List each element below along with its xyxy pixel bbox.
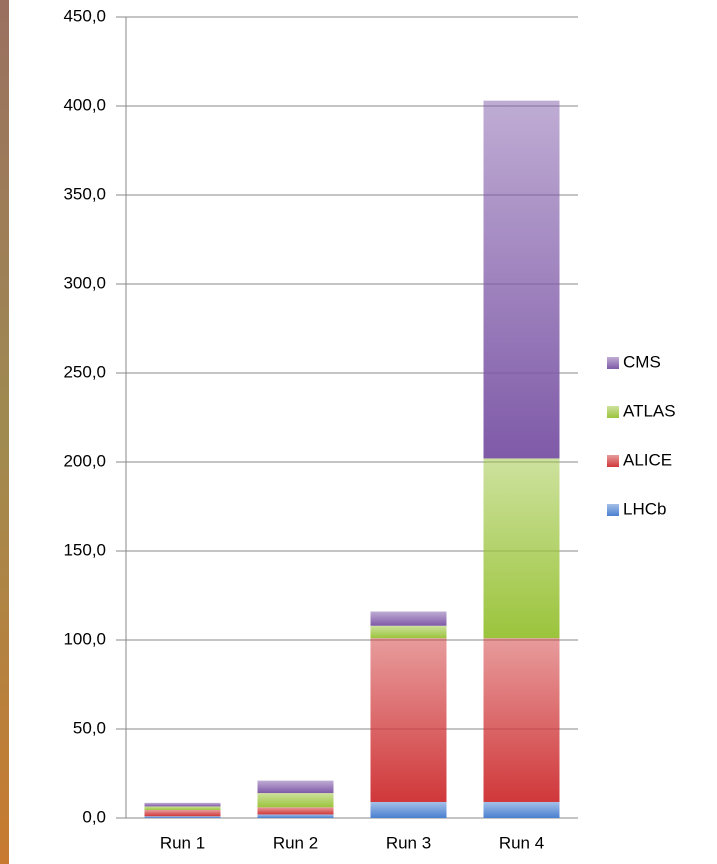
bar-segment (144, 809, 221, 817)
bar-segment (370, 638, 447, 802)
legend-swatch (607, 406, 619, 418)
legend-label: ATLAS (623, 401, 676, 420)
bar-segment (370, 625, 447, 639)
bar-segment (257, 807, 334, 815)
legend-swatch (607, 357, 619, 369)
legend-label: LHCb (623, 499, 666, 518)
x-tick-label: Run 4 (499, 833, 544, 852)
y-tick-label: 400,0 (63, 95, 106, 114)
bar-segment (257, 814, 334, 818)
bar-segment (483, 458, 560, 639)
x-tick-label: Run 1 (160, 833, 205, 852)
bar-segment (257, 780, 334, 794)
bar-segment (370, 611, 447, 626)
x-tick-label: Run 2 (273, 833, 318, 852)
y-tick-label: 0,0 (82, 807, 106, 826)
y-tick-label: 100,0 (63, 629, 106, 648)
bar-segment (144, 816, 221, 818)
y-tick-label: 450,0 (63, 6, 106, 25)
x-tick-label: Run 3 (386, 833, 431, 852)
legend-swatch (607, 504, 619, 516)
bar-segment (370, 801, 447, 818)
y-tick-label: 50,0 (73, 718, 106, 737)
y-tick-label: 200,0 (63, 451, 106, 470)
legend-swatch (607, 455, 619, 467)
y-tick-label: 300,0 (63, 273, 106, 292)
bar-segment (144, 806, 221, 810)
bar-segment (257, 793, 334, 808)
bar-segment (483, 801, 560, 818)
background-edge (0, 0, 9, 864)
legend-label: CMS (623, 352, 661, 371)
bar-segment (144, 802, 221, 807)
y-tick-label: 250,0 (63, 362, 106, 381)
bar-segment (483, 100, 560, 459)
y-tick-label: 150,0 (63, 540, 106, 559)
legend-label: ALICE (623, 450, 672, 469)
y-tick-label: 350,0 (63, 184, 106, 203)
bar-segment (483, 638, 560, 802)
